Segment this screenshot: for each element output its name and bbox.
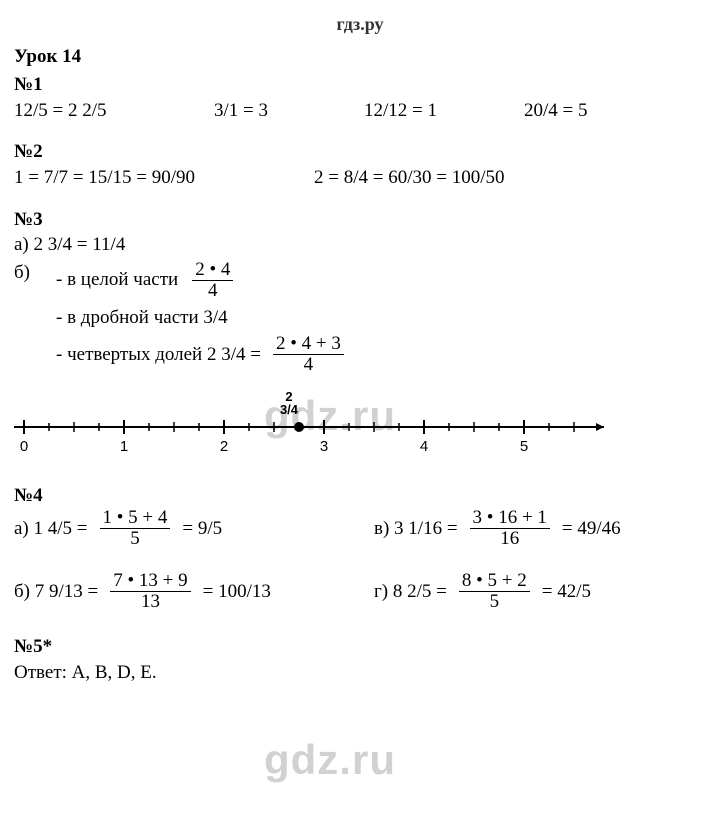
- p1-item: 12/12 = 1: [364, 98, 524, 124]
- p4-v-post: = 49/46: [562, 516, 621, 542]
- problem-1-row: 12/5 = 2 2/5 3/1 = 3 12/12 = 1 20/4 = 5: [14, 98, 706, 124]
- p4-g-pre: г) 8 2/5 =: [374, 579, 447, 605]
- problem-3-label: №3: [14, 207, 706, 233]
- svg-text:3/4: 3/4: [280, 402, 299, 417]
- site-title: гдз.ру: [14, 12, 706, 36]
- p3-a: а) 2 3/4 = 11/4: [14, 232, 706, 258]
- problem-2-row: 1 = 7/7 = 15/15 = 90/90 2 = 8/4 = 60/30 …: [14, 165, 706, 191]
- p4-b-frac: 7 • 13 + 9 13: [110, 571, 190, 612]
- p2-item: 1 = 7/7 = 15/15 = 90/90: [14, 165, 314, 191]
- p3-b3-frac: 2 • 4 + 3 4: [273, 334, 344, 375]
- p4-row-1: а) 1 4/5 = 1 • 5 + 4 5 = 9/5 в) 3 1/16 =…: [14, 508, 706, 549]
- p4-a-frac: 1 • 5 + 4 5: [100, 508, 171, 549]
- p4-g-post: = 42/5: [542, 579, 591, 605]
- p3-b1-frac: 2 • 4 4: [192, 260, 233, 301]
- p3-b1-text: - в целой части: [56, 267, 178, 293]
- p3-b1: б) - в целой части 2 • 4 4: [14, 260, 706, 301]
- p2-item: 2 = 8/4 = 60/30 = 100/50: [314, 165, 504, 191]
- p4-b-post: = 100/13: [203, 579, 271, 605]
- problem-4-label: №4: [14, 483, 706, 509]
- p5-answer: Ответ: A, B, D, E.: [14, 660, 706, 686]
- p1-item: 12/5 = 2 2/5: [14, 98, 214, 124]
- svg-text:4: 4: [420, 438, 428, 455]
- svg-text:0: 0: [20, 438, 28, 455]
- p3-b-label: б): [14, 260, 56, 286]
- number-line: 2 3/4: [14, 389, 614, 467]
- p4-a-pre: а) 1 4/5 =: [14, 516, 88, 542]
- p3-b3: - четвертых долей 2 3/4 = 2 • 4 + 3 4: [56, 334, 344, 375]
- problem-2-label: №2: [14, 139, 706, 165]
- p4-a-post: = 9/5: [182, 516, 222, 542]
- problem-5-label: №5*: [14, 634, 706, 660]
- p4-row-2: б) 7 9/13 = 7 • 13 + 9 13 = 100/13 г) 8 …: [14, 571, 706, 612]
- p1-item: 3/1 = 3: [214, 98, 364, 124]
- p1-item: 20/4 = 5: [524, 98, 588, 124]
- lesson-title: Урок 14: [14, 44, 706, 70]
- watermark: gdz.ru: [264, 732, 396, 789]
- problem-1-label: №1: [14, 72, 706, 98]
- p4-g-frac: 8 • 5 + 2 5: [459, 571, 530, 612]
- p3-b3-text: - четвертых долей 2 3/4 =: [56, 342, 261, 368]
- p4-b-pre: б) 7 9/13 =: [14, 579, 98, 605]
- svg-text:2: 2: [220, 438, 228, 455]
- p3-b2: - в дробной части 3/4: [56, 305, 706, 331]
- svg-text:3: 3: [320, 438, 328, 455]
- p4-v-pre: в) 3 1/16 =: [374, 516, 458, 542]
- svg-text:5: 5: [520, 438, 528, 455]
- svg-text:1: 1: [120, 438, 128, 455]
- p4-v-frac: 3 • 16 + 1 16: [470, 508, 550, 549]
